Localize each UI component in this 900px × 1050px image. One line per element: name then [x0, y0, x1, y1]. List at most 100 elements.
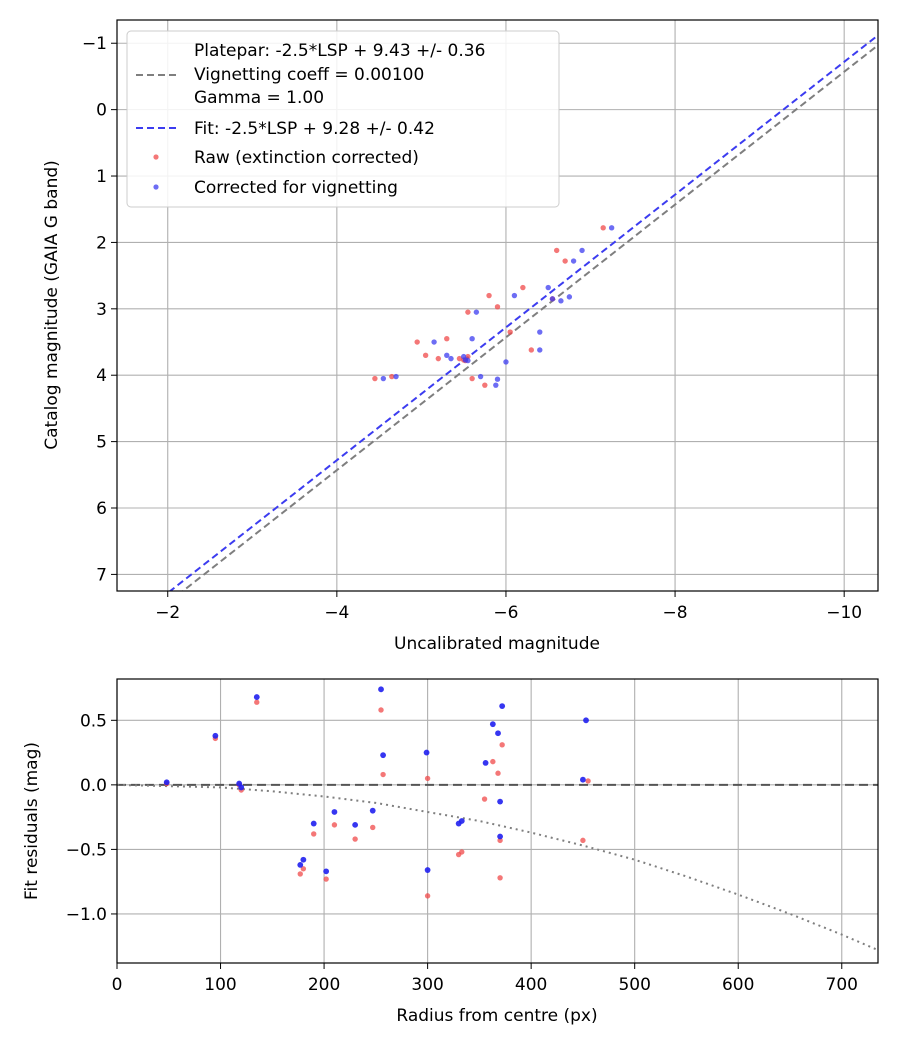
- residual-corrected-point: [580, 776, 586, 783]
- corrected-point: [608, 225, 615, 231]
- vignetting-curve: [117, 783, 878, 952]
- residual-corrected-point: [497, 798, 503, 805]
- residual-raw-point: [580, 837, 586, 844]
- residual-raw-point: [323, 876, 329, 882]
- legend-raw-label: Raw (extinction corrected): [194, 148, 419, 168]
- calibration-y-ticks: −1 0 1 2 3 4 5 6 7: [82, 34, 117, 585]
- raw-point: [600, 225, 606, 231]
- residual-corrected-point: [369, 807, 376, 814]
- residuals-reference-lines: [117, 783, 878, 952]
- residual-raw-point: [495, 770, 501, 776]
- corrected-point: [537, 329, 543, 335]
- raw-point: [422, 352, 429, 358]
- corrected-point: [469, 335, 475, 342]
- residual-corrected-point: [310, 820, 317, 827]
- residual-raw-point: [497, 875, 503, 881]
- y-tick-label: 0: [96, 101, 107, 121]
- residual-corrected-point: [424, 867, 431, 873]
- corrected-point: [493, 382, 499, 388]
- raw-point: [456, 355, 463, 362]
- residuals-points: [163, 686, 591, 899]
- residuals-plot-frame: [116, 678, 879, 964]
- x-tick-label: −10: [826, 603, 862, 623]
- calibration-y-label: Catalog magnitude (GAIA G band): [42, 160, 62, 450]
- residual-corrected-point: [378, 686, 384, 693]
- residual-corrected-point: [495, 730, 501, 737]
- residual-corrected-point: [163, 779, 170, 786]
- y-tick-label: −1.0: [66, 905, 107, 925]
- residual-raw-point: [378, 707, 384, 713]
- corrected-point: [431, 339, 437, 345]
- legend-corrected-marker: [153, 184, 159, 190]
- x-tick-label: 500: [618, 975, 650, 995]
- residual-raw-point: [311, 831, 317, 837]
- corrected-point: [579, 247, 585, 254]
- y-tick-label: −0.5: [66, 840, 107, 860]
- x-tick-label: −6: [493, 603, 518, 623]
- residual-corrected-point: [499, 703, 506, 710]
- residual-raw-point: [481, 796, 488, 802]
- calibration-x-label: Uncalibrated magnitude: [394, 634, 600, 654]
- x-tick-label: 200: [308, 975, 340, 995]
- residuals-grid: [116, 679, 878, 963]
- corrected-point: [393, 373, 399, 380]
- residuals-x-label: Radius from centre (px): [396, 1006, 597, 1026]
- y-tick-label: 3: [96, 300, 107, 320]
- fit-line: [168, 34, 878, 591]
- corrected-point: [537, 347, 543, 353]
- legend-fit-label: Fit: -2.5*LSP + 9.28 +/- 0.42: [194, 119, 435, 139]
- raw-point: [562, 258, 568, 264]
- raw-point: [482, 382, 488, 388]
- legend-corrected-label: Corrected for vignetting: [194, 178, 398, 198]
- raw-point: [444, 335, 450, 342]
- y-tick-label: 4: [96, 366, 107, 386]
- residual-corrected-point: [238, 784, 245, 791]
- corrected-point: [477, 373, 484, 380]
- raw-point: [469, 375, 475, 382]
- y-tick-label: 5: [96, 433, 107, 453]
- residual-corrected-point: [423, 749, 430, 756]
- residual-raw-point: [352, 836, 358, 842]
- calibration-plot-frame: [116, 19, 879, 592]
- legend-gamma-label: Gamma = 1.00: [194, 88, 324, 108]
- y-tick-label: 7: [96, 565, 107, 585]
- residual-raw-point: [331, 822, 338, 828]
- corrected-point: [465, 357, 471, 364]
- raw-point: [389, 373, 395, 380]
- residual-corrected-point: [458, 818, 465, 824]
- x-tick-label: 0: [112, 975, 123, 995]
- corrected-point: [545, 284, 551, 291]
- x-tick-label: −8: [663, 603, 688, 623]
- calibration-legend: Platepar: -2.5*LSP + 9.43 +/- 0.36 Vigne…: [126, 30, 560, 208]
- residual-raw-point: [424, 775, 431, 782]
- residual-raw-point: [300, 866, 307, 872]
- residual-raw-point: [490, 758, 496, 765]
- raw-point: [486, 292, 492, 299]
- corrected-point: [494, 376, 501, 382]
- corrected-point: [558, 298, 564, 304]
- residuals-plot: 0 100 200 300 400 500 600 700 0.5 0.0 −0.5 −1.0 Ra…: [22, 678, 879, 1026]
- x-tick-label: 300: [411, 975, 443, 995]
- legend-box: [126, 30, 560, 208]
- y-tick-label: 6: [96, 499, 107, 519]
- residual-corrected-point: [583, 717, 589, 724]
- y-tick-label: 0.0: [80, 776, 107, 796]
- platepar-line: [181, 44, 878, 591]
- x-tick-label: −2: [155, 603, 180, 623]
- raw-point: [372, 375, 378, 382]
- corrected-point: [549, 296, 556, 302]
- residual-raw-point: [499, 742, 505, 748]
- calibration-points: [372, 225, 615, 388]
- raw-point: [465, 309, 471, 315]
- legend-vignetting-label: Vignetting coeff = 0.00100: [194, 65, 424, 85]
- corrected-point: [511, 292, 518, 299]
- residual-corrected-point: [212, 732, 219, 739]
- residual-raw-point: [254, 699, 260, 705]
- residual-corrected-point: [253, 694, 260, 700]
- x-tick-label: −4: [324, 603, 349, 623]
- residuals-y-ticks: 0.5 0.0 −0.5 −1.0: [66, 711, 117, 925]
- raw-point: [414, 339, 420, 345]
- raw-point: [494, 304, 501, 310]
